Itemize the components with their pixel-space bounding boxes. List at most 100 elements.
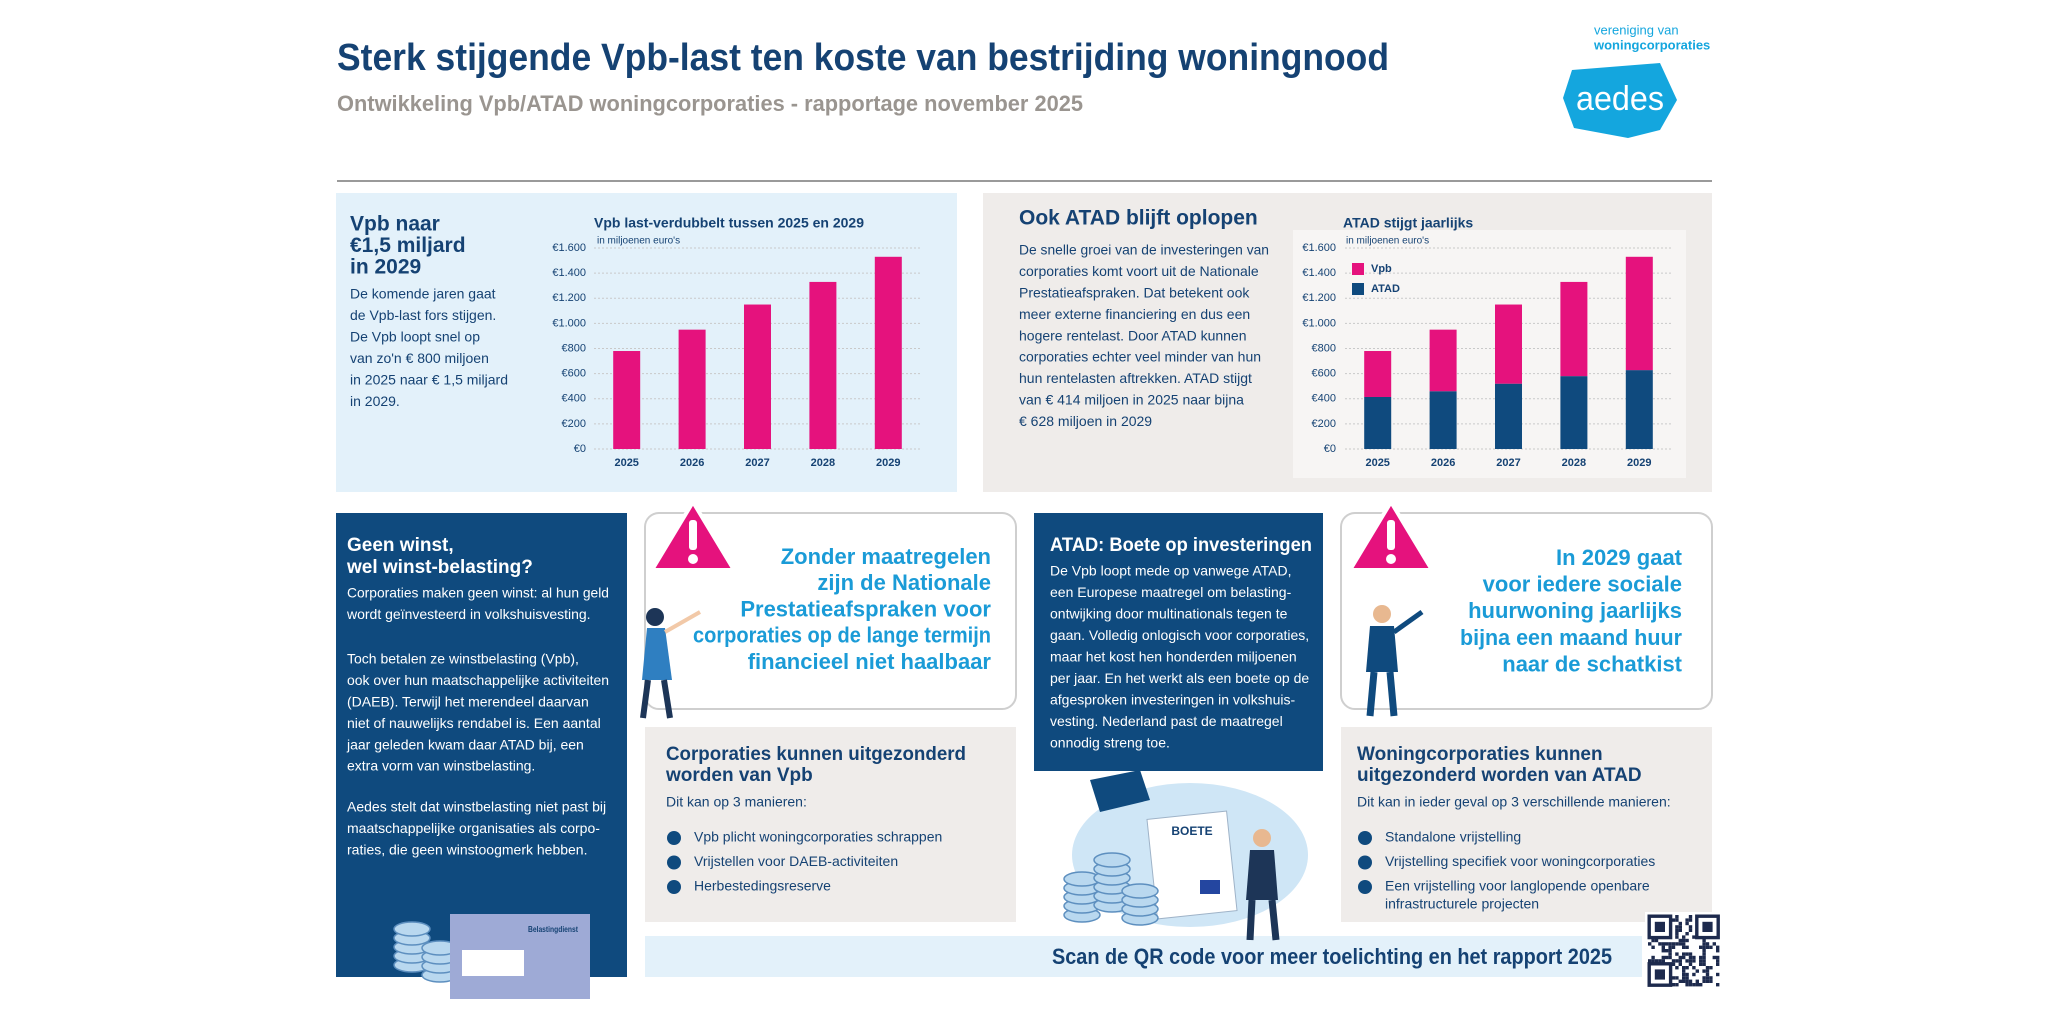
y-tick-label: €1.000 xyxy=(552,317,586,329)
panel-body: afgesproken investeringen in volkshuis- xyxy=(1050,692,1295,708)
warning-text: naar de schatkist xyxy=(1502,652,1682,677)
qr-module xyxy=(1671,918,1676,922)
qr-module xyxy=(1668,952,1672,956)
bar-segment xyxy=(1495,383,1522,449)
warning-icon xyxy=(1348,500,1434,572)
qr-module xyxy=(1695,969,1699,973)
panel-body: ontwijking door multinationals tegen te xyxy=(1050,606,1288,622)
qr-module xyxy=(1685,983,1689,987)
qr-finder xyxy=(1654,921,1665,932)
panel-body: raties, die geen winstoogmerk hebben. xyxy=(347,842,587,858)
qr-module xyxy=(1682,955,1686,960)
qr-module xyxy=(1682,952,1686,956)
qr-module xyxy=(1682,976,1686,980)
panel-body: maar het kost hen honderden miljoenen xyxy=(1050,649,1297,665)
qr-module xyxy=(1699,955,1703,960)
panel-body: meer externe financiering en dus een xyxy=(1019,306,1250,322)
qr-module xyxy=(1682,942,1686,946)
qr-module xyxy=(1678,942,1682,946)
qr-module xyxy=(1661,949,1665,953)
panel-heading: in 2029 xyxy=(350,256,421,279)
bar-segment xyxy=(1364,396,1392,449)
warning-box xyxy=(1340,512,1713,710)
footer-strip xyxy=(645,936,1642,977)
x-tick-label: 2025 xyxy=(1365,457,1389,469)
panel-body: per jaar. En het werkt als een boete op … xyxy=(1050,670,1309,686)
panel-body: in 2029. xyxy=(350,393,400,409)
qr-module xyxy=(1682,979,1686,983)
qr-module xyxy=(1671,942,1676,946)
chart-title: Vpb last-verdubbelt tussen 2025 en 2029 xyxy=(594,215,864,231)
qr-module xyxy=(1661,942,1665,946)
warning-text: huurwoning jaarlijks xyxy=(1468,598,1682,623)
panel-body: hun rentelasten aftrekken. ATAD stijgt xyxy=(1019,370,1252,386)
qr-module xyxy=(1675,983,1679,987)
qr-module xyxy=(1685,932,1689,936)
bar-segment xyxy=(1495,304,1522,384)
bullet xyxy=(667,855,681,870)
qr-finder xyxy=(1654,969,1665,980)
qr-module xyxy=(1675,976,1679,980)
qr-module xyxy=(1675,959,1679,963)
panel-heading: uitgezonderd worden van ATAD xyxy=(1357,765,1642,786)
qr-module xyxy=(1709,976,1713,980)
legend-label: ATAD xyxy=(1371,283,1400,295)
panel-body: de Vpb-last fors stijgen. xyxy=(350,307,496,323)
logo-top: vereniging van xyxy=(1594,22,1679,37)
qr-module xyxy=(1685,959,1689,963)
qr-module xyxy=(1716,945,1720,949)
qr-module xyxy=(1705,942,1710,946)
qr-module xyxy=(1651,945,1655,949)
qr-module xyxy=(1675,915,1679,919)
qr-module xyxy=(1685,938,1689,943)
panel-heading: Geen winst, xyxy=(347,535,454,556)
qr-module xyxy=(1692,972,1696,977)
legend-label: Vpb xyxy=(1371,263,1392,275)
qr-module xyxy=(1702,955,1706,960)
y-tick-label: €1.600 xyxy=(1302,242,1336,254)
qr-module xyxy=(1705,969,1710,973)
qr-module xyxy=(1702,969,1706,973)
warning-text: corporaties op de lange termijn xyxy=(693,623,991,648)
qr-module xyxy=(1654,959,1659,963)
qr-module xyxy=(1654,938,1659,943)
panel-body: Aedes stelt dat winstbelasting niet past… xyxy=(347,799,606,815)
bullet xyxy=(1358,831,1372,845)
panel-body: vesting. Nederland past de maatregel xyxy=(1050,713,1283,729)
envelope-label: Belastingdienst xyxy=(528,925,578,934)
panel-heading: Vpb naar xyxy=(350,213,440,236)
qr-module xyxy=(1685,918,1689,922)
qr-module xyxy=(1702,938,1706,943)
qr-module xyxy=(1668,949,1672,953)
chart-subtitle: in miljoenen euro's xyxy=(597,236,680,247)
y-tick-label: €0 xyxy=(1324,443,1336,455)
y-tick-label: €1.400 xyxy=(552,267,586,279)
qr-module xyxy=(1702,979,1706,983)
qr-module xyxy=(1675,942,1679,946)
panel-body: een Europese maatregel om belasting- xyxy=(1050,584,1292,600)
y-tick-label: €1.000 xyxy=(1302,317,1336,329)
panel-body: De snelle groei van de investeringen van xyxy=(1019,242,1269,258)
bar xyxy=(613,351,641,449)
qr-module xyxy=(1699,983,1703,987)
bar-segment xyxy=(1429,329,1457,392)
qr-module xyxy=(1671,945,1676,949)
warning-text: voor iedere sociale xyxy=(1483,572,1682,597)
exemption-panel xyxy=(645,727,1016,922)
qr-module xyxy=(1665,949,1669,953)
panel-heading: €1,5 miljard xyxy=(350,234,466,257)
qr-module xyxy=(1678,925,1682,929)
footer-cta: Scan de QR code voor meer toelichting en… xyxy=(1052,944,1612,969)
qr-module xyxy=(1678,938,1682,943)
qr-module xyxy=(1709,966,1713,970)
panel-body: extra vorm van winstbelasting. xyxy=(347,758,535,774)
list-item: Vpb plicht woningcorporaties schrappen xyxy=(694,829,942,845)
bullet xyxy=(667,831,681,845)
qr-module xyxy=(1688,955,1693,960)
qr-module xyxy=(1675,925,1679,929)
warning-text: Prestatieafspraken voor xyxy=(740,596,991,621)
bar xyxy=(809,281,837,449)
qr-module xyxy=(1671,959,1676,963)
qr-module xyxy=(1665,955,1669,960)
panel-heading: worden van Vpb xyxy=(665,765,813,786)
